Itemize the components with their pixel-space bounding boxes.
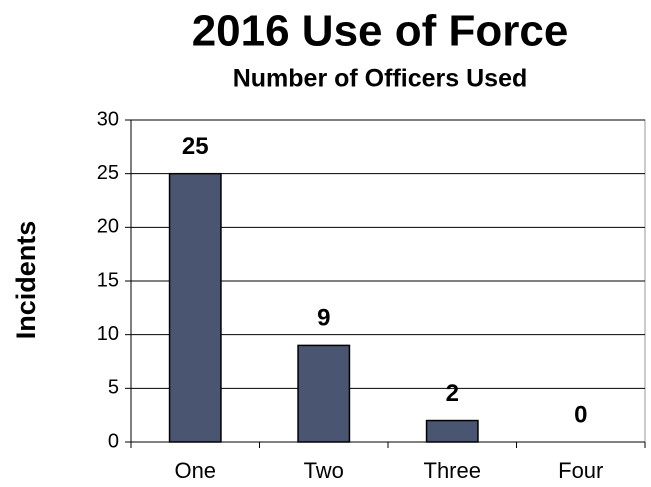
y-tick-label: 15 <box>97 269 119 291</box>
chart-subtitle: Number of Officers Used <box>233 65 528 93</box>
x-tick-label: Four <box>558 458 603 483</box>
data-label: 0 <box>574 401 587 428</box>
y-tick-label: 25 <box>97 162 119 184</box>
y-tick-label: 10 <box>97 323 119 345</box>
y-tick-label: 0 <box>108 430 119 452</box>
x-tick-label: Two <box>304 458 344 483</box>
data-label: 2 <box>446 380 459 407</box>
bar <box>425 419 479 443</box>
x-tick-label: Three <box>424 458 481 483</box>
y-tick-label: 20 <box>97 216 119 238</box>
bar <box>168 172 222 443</box>
data-label: 25 <box>182 133 209 160</box>
chart-title: 2016 Use of Force <box>192 7 569 56</box>
bar <box>297 344 351 443</box>
x-tick-label: One <box>174 458 216 483</box>
y-axis-label: Incidents <box>11 221 41 340</box>
y-tick-label: 30 <box>97 108 119 130</box>
y-tick-label: 5 <box>108 377 119 399</box>
data-label: 9 <box>317 305 330 332</box>
